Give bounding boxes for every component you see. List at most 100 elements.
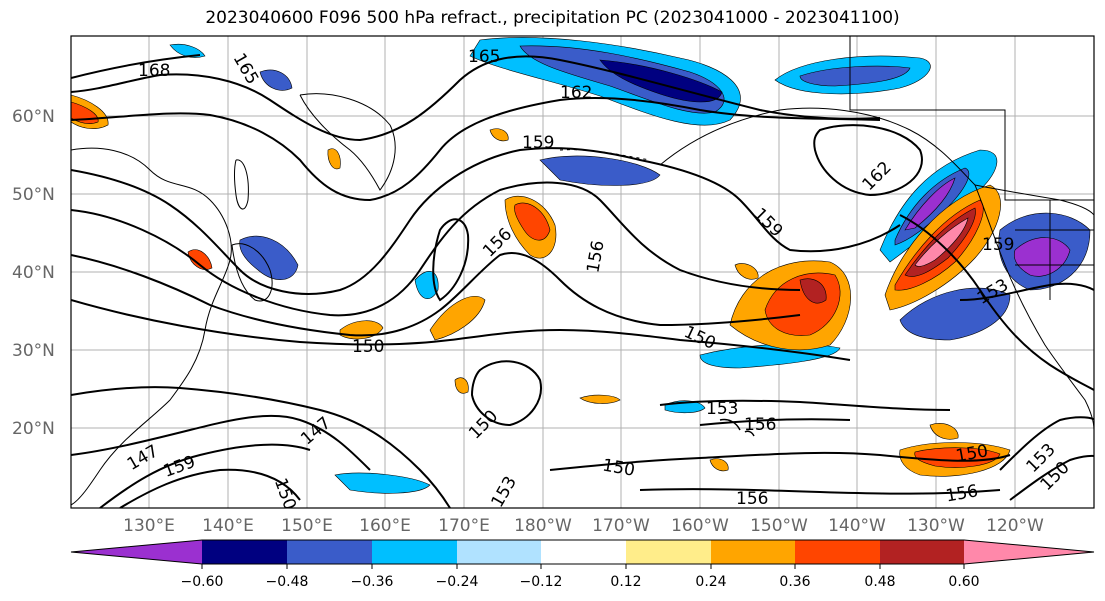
contour-150-east [549, 451, 1011, 471]
japan-coastline [231, 243, 273, 302]
contour-153-se [999, 416, 1094, 471]
sakhalin-coastline [234, 159, 249, 210]
positive-anomaly-okhotsk [327, 148, 341, 170]
contour-156-se [639, 488, 1001, 495]
contour-156-east [699, 418, 851, 426]
negative-anomaly-kurils [414, 271, 439, 299]
positive-anomaly-aleutian [489, 128, 509, 142]
lon-label: 130°W [907, 516, 965, 536]
colorbar-segment [626, 540, 711, 564]
colorbar-segment [880, 540, 964, 564]
contour-153 [71, 252, 801, 337]
lon-label: 140°W [828, 516, 886, 536]
lon-label: 170°W [592, 516, 650, 536]
contour-147 [71, 414, 371, 471]
lat-label: 30°N [12, 341, 55, 361]
contour-156 [71, 181, 801, 317]
contour-159-south [119, 468, 301, 508]
colorbar-segment [372, 540, 457, 564]
lat-label: 40°N [12, 263, 55, 283]
latitude-labels: 60°N 50°N 40°N 30°N 20°N [12, 107, 55, 439]
contour-label: 159 [522, 133, 554, 153]
contour-159-east [899, 214, 1094, 391]
positive-anomaly-tropics-3 [709, 458, 729, 472]
colorbar-tick-label: 0.12 [610, 574, 641, 590]
contour-147-b [99, 443, 311, 508]
contour-150-se [1009, 454, 1094, 501]
north-america-coastline [974, 184, 1094, 431]
colorbar-segment [964, 540, 1094, 564]
contour-153-ne [959, 282, 1094, 301]
graticule [71, 36, 1094, 508]
coastlines [71, 36, 1094, 506]
positive-anomaly-nw-america-max [914, 217, 969, 267]
colorbar-tick-label: 0.60 [948, 574, 979, 590]
colorbar-segment [541, 540, 626, 564]
positive-anomaly-midpacific-core [514, 202, 551, 241]
colorbar-segment [287, 540, 372, 564]
positive-anomaly-west-pacific [429, 295, 486, 341]
colorbar-tick-label: −0.60 [181, 574, 224, 590]
lat-label: 50°N [12, 185, 55, 205]
negative-anomaly-gulf-alaska-core [799, 65, 911, 87]
contour-label: 162 [560, 83, 592, 103]
lon-label: 160°W [671, 516, 729, 536]
us-state-lines [1015, 200, 1094, 300]
positive-anomaly-dateline [579, 394, 621, 404]
refractivity-contours [71, 54, 1094, 508]
colorbar-ticks [201, 564, 965, 569]
asia-coastline [71, 147, 232, 506]
contour-150-loop [470, 360, 542, 427]
lon-label: 120°W [986, 516, 1044, 536]
negative-anomaly-central-pacific [539, 155, 661, 186]
lon-label: 180°W [514, 516, 572, 536]
longitude-labels: 130°E 140°E 150°E 160°E 170°E 180°W 170°… [123, 516, 1044, 536]
positive-anomaly-tropics [454, 377, 469, 394]
colorbar-tick-label: 0.24 [695, 574, 726, 590]
negative-anomaly-japan [239, 235, 299, 280]
aleutian-islands [559, 149, 651, 161]
contour-label: 159 [982, 235, 1014, 255]
contour-150 [71, 299, 851, 361]
positive-anomaly-east-pacific-core [914, 447, 1001, 468]
lat-label: 60°N [12, 107, 55, 127]
lon-label: 140°E [202, 516, 254, 536]
contour-168 [71, 54, 201, 79]
colorbar-tick-label: −0.12 [520, 574, 563, 590]
positive-anomaly-tropics-2 [734, 263, 759, 280]
colorbar-segment [71, 540, 202, 564]
contour-150-south [71, 386, 451, 508]
colorbar-tick-label: −0.48 [266, 574, 309, 590]
colorbar-segment [795, 540, 880, 564]
kamchatka-coastline [299, 93, 396, 191]
hawaii-islands [719, 418, 755, 437]
contour-159 [71, 147, 901, 295]
lon-label: 160°E [359, 516, 411, 536]
contour-label: 150 [352, 337, 384, 357]
positive-anomaly-tropics-4 [929, 423, 959, 440]
map-border [70, 35, 1095, 509]
colorbar-tick-label: −0.36 [351, 574, 394, 590]
negative-anomaly-asia [169, 43, 206, 58]
negative-anomaly-marshall [334, 472, 431, 494]
colorbar-segment [711, 540, 795, 564]
negative-anomaly-sw-coast [899, 287, 1011, 341]
negative-anomaly-nw-coast-max [904, 177, 956, 231]
positive-anomaly-korea [187, 249, 213, 270]
lon-label: 150°E [281, 516, 333, 536]
contour-label: 156 [736, 489, 768, 509]
contour-165 [71, 55, 881, 142]
negative-anomaly-western-us-max [1013, 237, 1071, 277]
colorbar-segment [202, 540, 287, 564]
contour-label: 153 [706, 399, 738, 419]
colorbar: −0.60 −0.48 −0.36 −0.24 −0.12 0.12 0.24 … [70, 539, 1095, 590]
contour-label: 165 [468, 47, 500, 67]
map-title: 2023040600 F096 500 hPa refract., precip… [205, 8, 900, 28]
lon-label: 150°W [750, 516, 808, 536]
contour-label: 156 [744, 415, 776, 435]
contour-162 [71, 97, 881, 202]
lon-label: 130°E [123, 516, 175, 536]
canada-border [849, 36, 1094, 201]
lat-label: 20°N [12, 419, 55, 439]
